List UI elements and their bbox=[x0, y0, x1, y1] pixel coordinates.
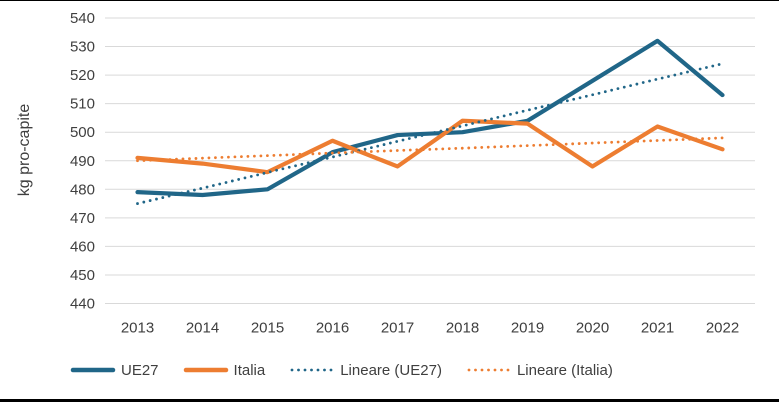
y-tick-label: 500 bbox=[70, 124, 95, 141]
legend-item-lineare-ue27: Lineare (UE27) bbox=[289, 362, 442, 379]
y-tick-label: 450 bbox=[70, 267, 95, 284]
x-tick-label: 2022 bbox=[706, 320, 739, 337]
x-tick-label: 2020 bbox=[576, 320, 609, 337]
y-tick-label: 470 bbox=[70, 210, 95, 227]
legend-swatch-solid bbox=[70, 367, 116, 373]
legend-swatch-solid bbox=[183, 367, 228, 373]
series-line-italia bbox=[135, 118, 725, 175]
legend-label: Italia bbox=[233, 361, 266, 379]
x-tick-label: 2013 bbox=[121, 320, 154, 337]
legend-item-lineare-italia: Lineare (Italia) bbox=[466, 362, 613, 379]
series-line-lineare-italia bbox=[136, 136, 724, 163]
top-border-line bbox=[0, 0, 779, 1]
legend-label: Lineare (Italia) bbox=[516, 361, 613, 379]
series-line-lineare-ue27 bbox=[136, 62, 724, 205]
x-tick-label: 2014 bbox=[186, 320, 219, 337]
x-tick-label: 2018 bbox=[446, 320, 479, 337]
series-line-ue27 bbox=[135, 38, 725, 198]
line-chart-plot: 440 450 460 470 480 490 500 510 520 530 540 2013 201… bbox=[70, 10, 755, 337]
legend-swatch-dotted bbox=[290, 368, 334, 372]
legend-item-italia: Italia bbox=[183, 361, 266, 379]
legend-item-ue27: UE27 bbox=[70, 362, 159, 379]
y-tick-label: 510 bbox=[70, 96, 95, 113]
chart-legend: UE27 Italia Lineare (UE27) Lineare (Italia) bbox=[70, 358, 613, 382]
y-tick-label: 530 bbox=[70, 39, 95, 56]
x-tick-label: 2021 bbox=[641, 320, 674, 337]
y-tick-label: 540 bbox=[70, 10, 95, 27]
legend-swatch-dotted bbox=[467, 368, 511, 372]
x-tick-label: 2016 bbox=[316, 320, 349, 337]
x-tick-label: 2019 bbox=[511, 320, 544, 337]
y-tick-label: 460 bbox=[70, 238, 95, 255]
legend-label: UE27 bbox=[121, 361, 159, 379]
x-tick-label: 2015 bbox=[251, 320, 284, 337]
y-tick-label: 440 bbox=[70, 296, 95, 313]
x-tick-label: 2017 bbox=[381, 320, 414, 337]
bottom-border-line bbox=[0, 399, 779, 402]
y-tick-label: 480 bbox=[70, 181, 95, 198]
legend-label: Lineare (UE27) bbox=[340, 361, 442, 379]
y-tick-label: 520 bbox=[70, 67, 95, 84]
y-tick-label: 490 bbox=[70, 153, 95, 170]
